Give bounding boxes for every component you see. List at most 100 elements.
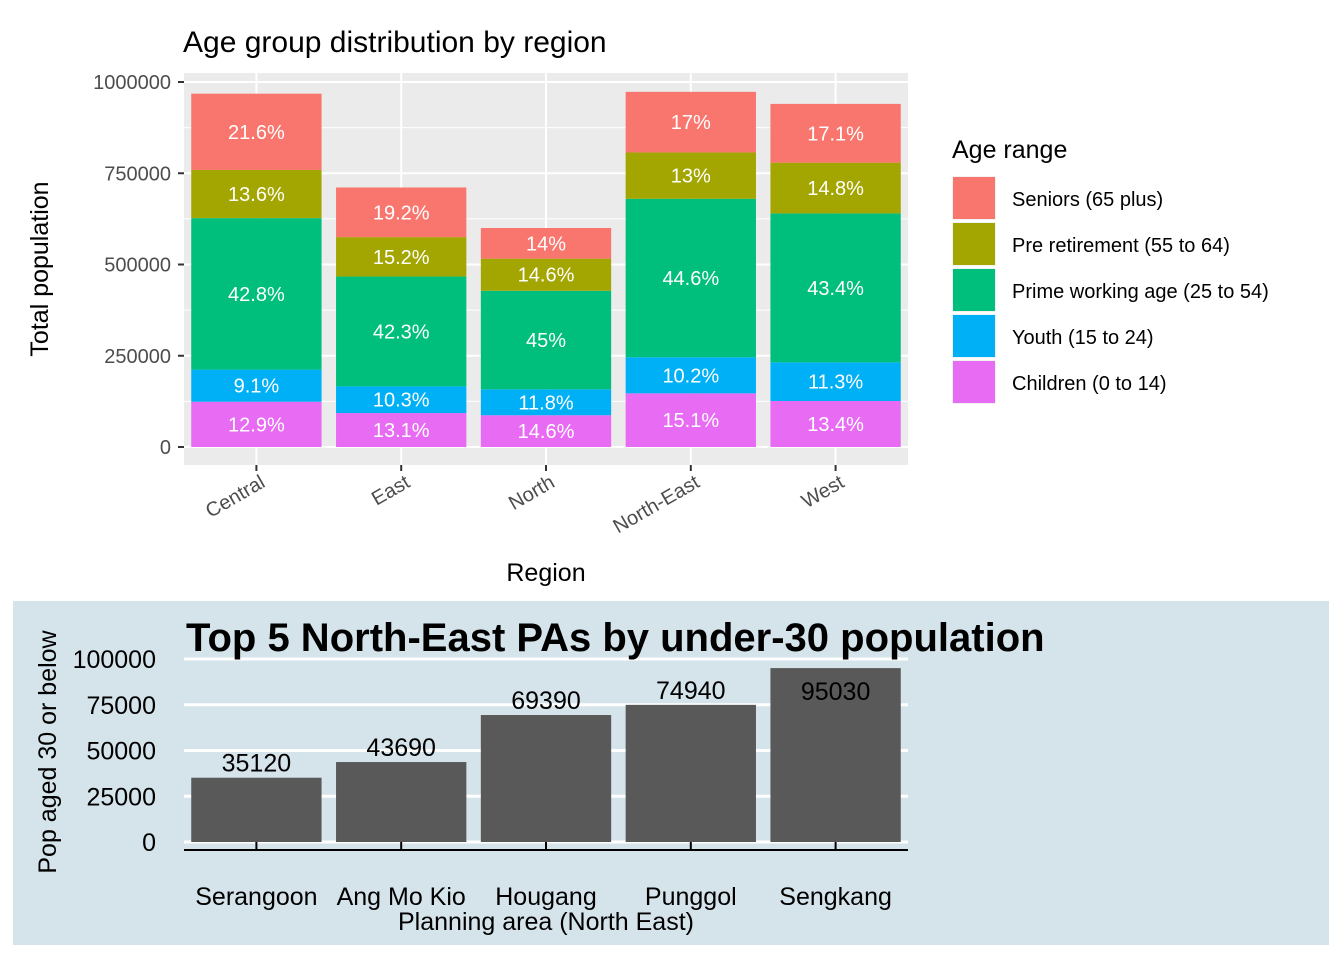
bar	[480, 715, 612, 842]
x-tick-label: Central	[202, 471, 269, 522]
legend-label: Youth (15 to 24)	[1012, 327, 1154, 349]
bar-segment-label: 14.8%	[807, 178, 864, 200]
bar-segment-label: 42.3%	[373, 321, 430, 343]
bar-value-label: 43690	[366, 734, 436, 762]
chart1-y-axis-title: Total population	[26, 181, 54, 356]
bar-segment	[191, 93, 322, 170]
x-tick-label: Ang Mo Kio	[337, 883, 466, 911]
legend-label: Prime working age (25 to 54)	[1012, 281, 1269, 303]
bar-segment	[770, 103, 901, 163]
chart2-y-axis: 0 25000 50000 75000 100000	[73, 646, 156, 857]
y-tick-label: 1000000	[93, 72, 171, 94]
bar-segment	[336, 413, 467, 447]
bar-segment-label: 15.1%	[662, 410, 719, 432]
bar-value-label: 74940	[656, 677, 726, 705]
bar-segment	[336, 276, 467, 387]
bar-segment	[770, 362, 901, 402]
bar-value-label: 69390	[511, 687, 581, 715]
legend-swatch	[953, 361, 995, 403]
chart1-y-axis: 0 250000 500000 750000 1000000	[93, 72, 184, 459]
bar-segment	[191, 401, 322, 447]
bar-segment	[625, 357, 756, 394]
bar-segment	[336, 237, 467, 277]
chart2-title: Top 5 North-East PAs by under-30 populat…	[186, 616, 1045, 660]
bar-segment-label: 19.2%	[373, 202, 430, 224]
bar-value-label: 95030	[801, 678, 871, 706]
bar-segment	[191, 169, 322, 219]
bar-segment-label: 43.4%	[807, 278, 864, 300]
bar	[336, 762, 467, 842]
bar-value-label: 35120	[222, 750, 292, 778]
bar-segment-label: 17%	[671, 112, 711, 134]
bar-segment	[625, 198, 756, 358]
y-tick-label: 250000	[104, 346, 171, 368]
legend-swatch	[953, 315, 995, 357]
bar-segment-label: 44.6%	[662, 268, 719, 290]
y-tick-label: 0	[160, 437, 171, 459]
y-tick-label: 100000	[73, 646, 156, 674]
bar-segment	[480, 389, 612, 416]
bar-segment-label: 12.9%	[228, 414, 285, 436]
y-tick-label: 50000	[86, 738, 156, 766]
bar-segment	[191, 218, 322, 370]
bar-segment	[336, 386, 467, 414]
age-distribution-chart: Age group distribution by region 12.9% 9.…	[26, 26, 1269, 587]
bar-segment-label: 10.3%	[373, 390, 430, 412]
bar-segment-label: 11.3%	[808, 372, 863, 394]
chart2-y-axis-title: Pop aged 30 or below	[34, 629, 62, 873]
bar	[770, 668, 901, 842]
x-tick-label: Hougang	[495, 883, 596, 911]
x-tick-label: Serangoon	[195, 883, 317, 911]
chart1-legend: Age range Seniors (65 plus) Pre retiremen…	[952, 136, 1269, 404]
bar-segment	[480, 290, 612, 390]
legend-items: Seniors (65 plus) Pre retirement (55 to 6…	[952, 176, 1269, 404]
bar-segment-label: 14.6%	[518, 421, 575, 443]
x-tick-label: West	[798, 471, 849, 513]
bar-segment-label: 17.1%	[807, 123, 864, 145]
chart2-bar-labels: 35120 43690 69390 74940 95030	[222, 677, 871, 778]
bar-segment-label: 13.4%	[807, 414, 864, 436]
bar-segment-label: 21.6%	[228, 122, 285, 144]
legend-label: Seniors (65 plus)	[1012, 189, 1163, 211]
bar-segment-label: 13.1%	[373, 420, 430, 442]
x-tick-label: East	[368, 471, 414, 510]
bar-segment-label: 42.8%	[228, 284, 285, 306]
bar-segment-label: 14.6%	[518, 265, 575, 287]
bar-segment	[625, 91, 756, 153]
legend-label: Children (0 to 14)	[1012, 373, 1167, 395]
legend-swatch	[953, 223, 995, 265]
bar-segment-label: 10.2%	[662, 365, 719, 387]
bar-segment	[625, 152, 756, 199]
bar-segment	[770, 401, 901, 447]
bar	[191, 777, 322, 842]
legend-title: Age range	[952, 136, 1067, 164]
chart2-x-axis: Serangoon Ang Mo Kio Hougang Punggol Sengkan…	[195, 842, 892, 911]
chart1-bars	[191, 91, 901, 447]
bar-segment-label: 11.8%	[518, 392, 573, 414]
bar-segment	[336, 187, 467, 238]
x-tick-label: Punggol	[645, 883, 737, 911]
bar-segment-label: 13%	[671, 166, 711, 188]
bar-segment-label: 14%	[526, 233, 566, 255]
x-tick-label: Sengkang	[779, 883, 892, 911]
bar-segment-label: 45%	[526, 330, 566, 352]
bar-segment	[480, 258, 612, 291]
bar-segment	[191, 369, 322, 402]
x-tick-label: North	[505, 471, 558, 515]
chart1-bar-labels: 12.9% 9.1% 42.8% 13.6% 21.6% 13.1% 10.3% 42.3% 1…	[228, 112, 864, 443]
chart1-title: Age group distribution by region	[183, 26, 607, 59]
chart2-x-axis-title: Planning area (North East)	[398, 908, 694, 936]
bar-segment	[480, 228, 612, 259]
y-tick-label: 750000	[104, 163, 171, 185]
legend-swatch	[953, 269, 995, 311]
y-tick-label: 0	[142, 829, 156, 857]
x-tick-label: North-East	[610, 471, 704, 538]
chart1-x-axis: Central East North North-East West	[202, 465, 848, 538]
bar-segment-label: 9.1%	[234, 376, 280, 398]
bar-segment	[625, 393, 756, 447]
y-tick-label: 500000	[104, 255, 171, 277]
legend-swatch	[953, 177, 995, 219]
bar-segment-label: 15.2%	[373, 247, 430, 269]
bar	[625, 704, 756, 842]
